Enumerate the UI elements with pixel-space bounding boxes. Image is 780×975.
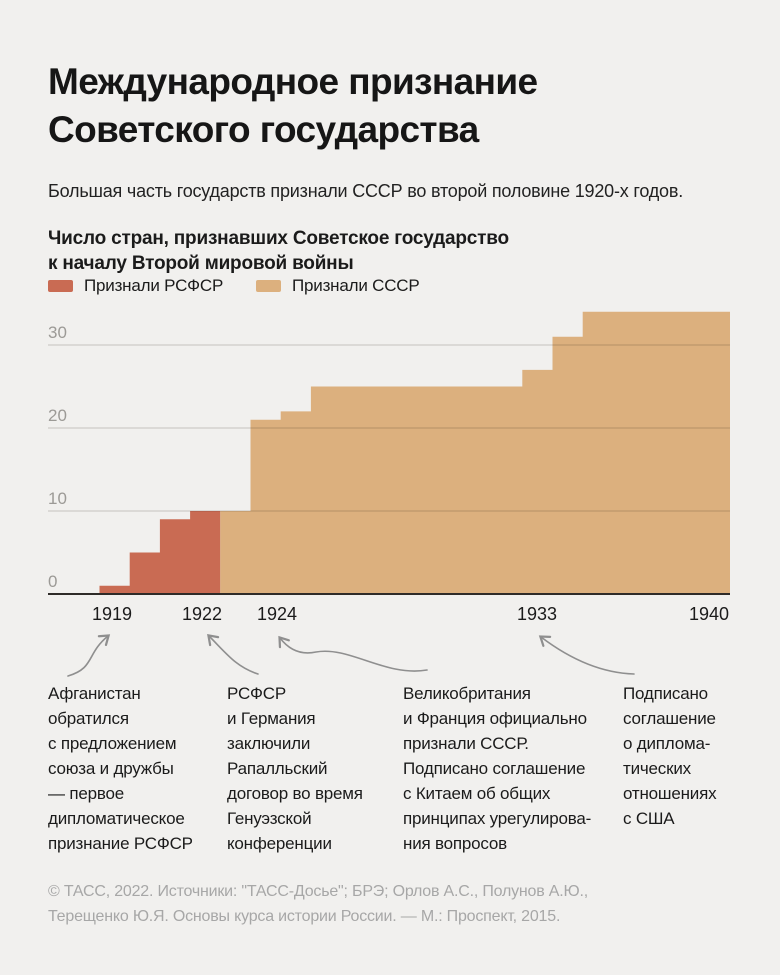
legend-label-ussr: Признали СССР (292, 276, 420, 295)
legend-swatch-ussr (256, 280, 281, 292)
x-tick-label-1922: 1922 (182, 604, 222, 624)
arrow-to-1933 (538, 635, 635, 675)
x-tick-label-1919: 1919 (92, 604, 132, 624)
legend-item-ussr: Признали СССР (256, 276, 420, 295)
arrow-to-1924 (278, 635, 428, 672)
legend-label-rsfsr: Признали РСФСР (84, 276, 224, 295)
page-title: Международное признание Советского госуд… (48, 60, 538, 150)
y-tick-label-20: 20 (48, 406, 67, 425)
annotation-1924: Великобритания и Франция официально приз… (403, 684, 592, 853)
footer-credits: © ТАСС, 2022. Источники: "ТАСС-Досье"; Б… (48, 883, 588, 925)
annotation-arrows (67, 634, 635, 677)
arrow-to-1919 (67, 634, 111, 677)
chart-title: Число стран, признавших Советское госуда… (48, 227, 509, 274)
annotation-1919: Афганистан обратился с предложением союз… (48, 684, 193, 853)
arrow-to-1922 (207, 634, 259, 675)
y-tick-label-0: 0 (48, 572, 57, 591)
area-ussr (220, 311, 731, 594)
x-tick-label-1940: 1940 (689, 604, 729, 624)
annotation-1922: РСФСР и Германия заключили Рапалльский д… (227, 684, 363, 853)
page-subtitle: Большая часть государств признали СССР в… (48, 181, 684, 201)
y-tick-label-10: 10 (48, 489, 67, 508)
x-tick-label-1924: 1924 (257, 604, 297, 624)
legend-item-rsfsr: Признали РСФСР (48, 276, 224, 295)
x-tick-label-1933: 1933 (517, 604, 557, 624)
annotation-1933: Подписано соглашение о диплома- тических… (623, 684, 717, 828)
plot-layer: 0 10 20 30 1919 1922 1924 1933 1940 (48, 311, 731, 624)
legend-swatch-rsfsr (48, 280, 73, 292)
area-rsfsr (99, 511, 221, 594)
y-tick-label-30: 30 (48, 323, 67, 342)
